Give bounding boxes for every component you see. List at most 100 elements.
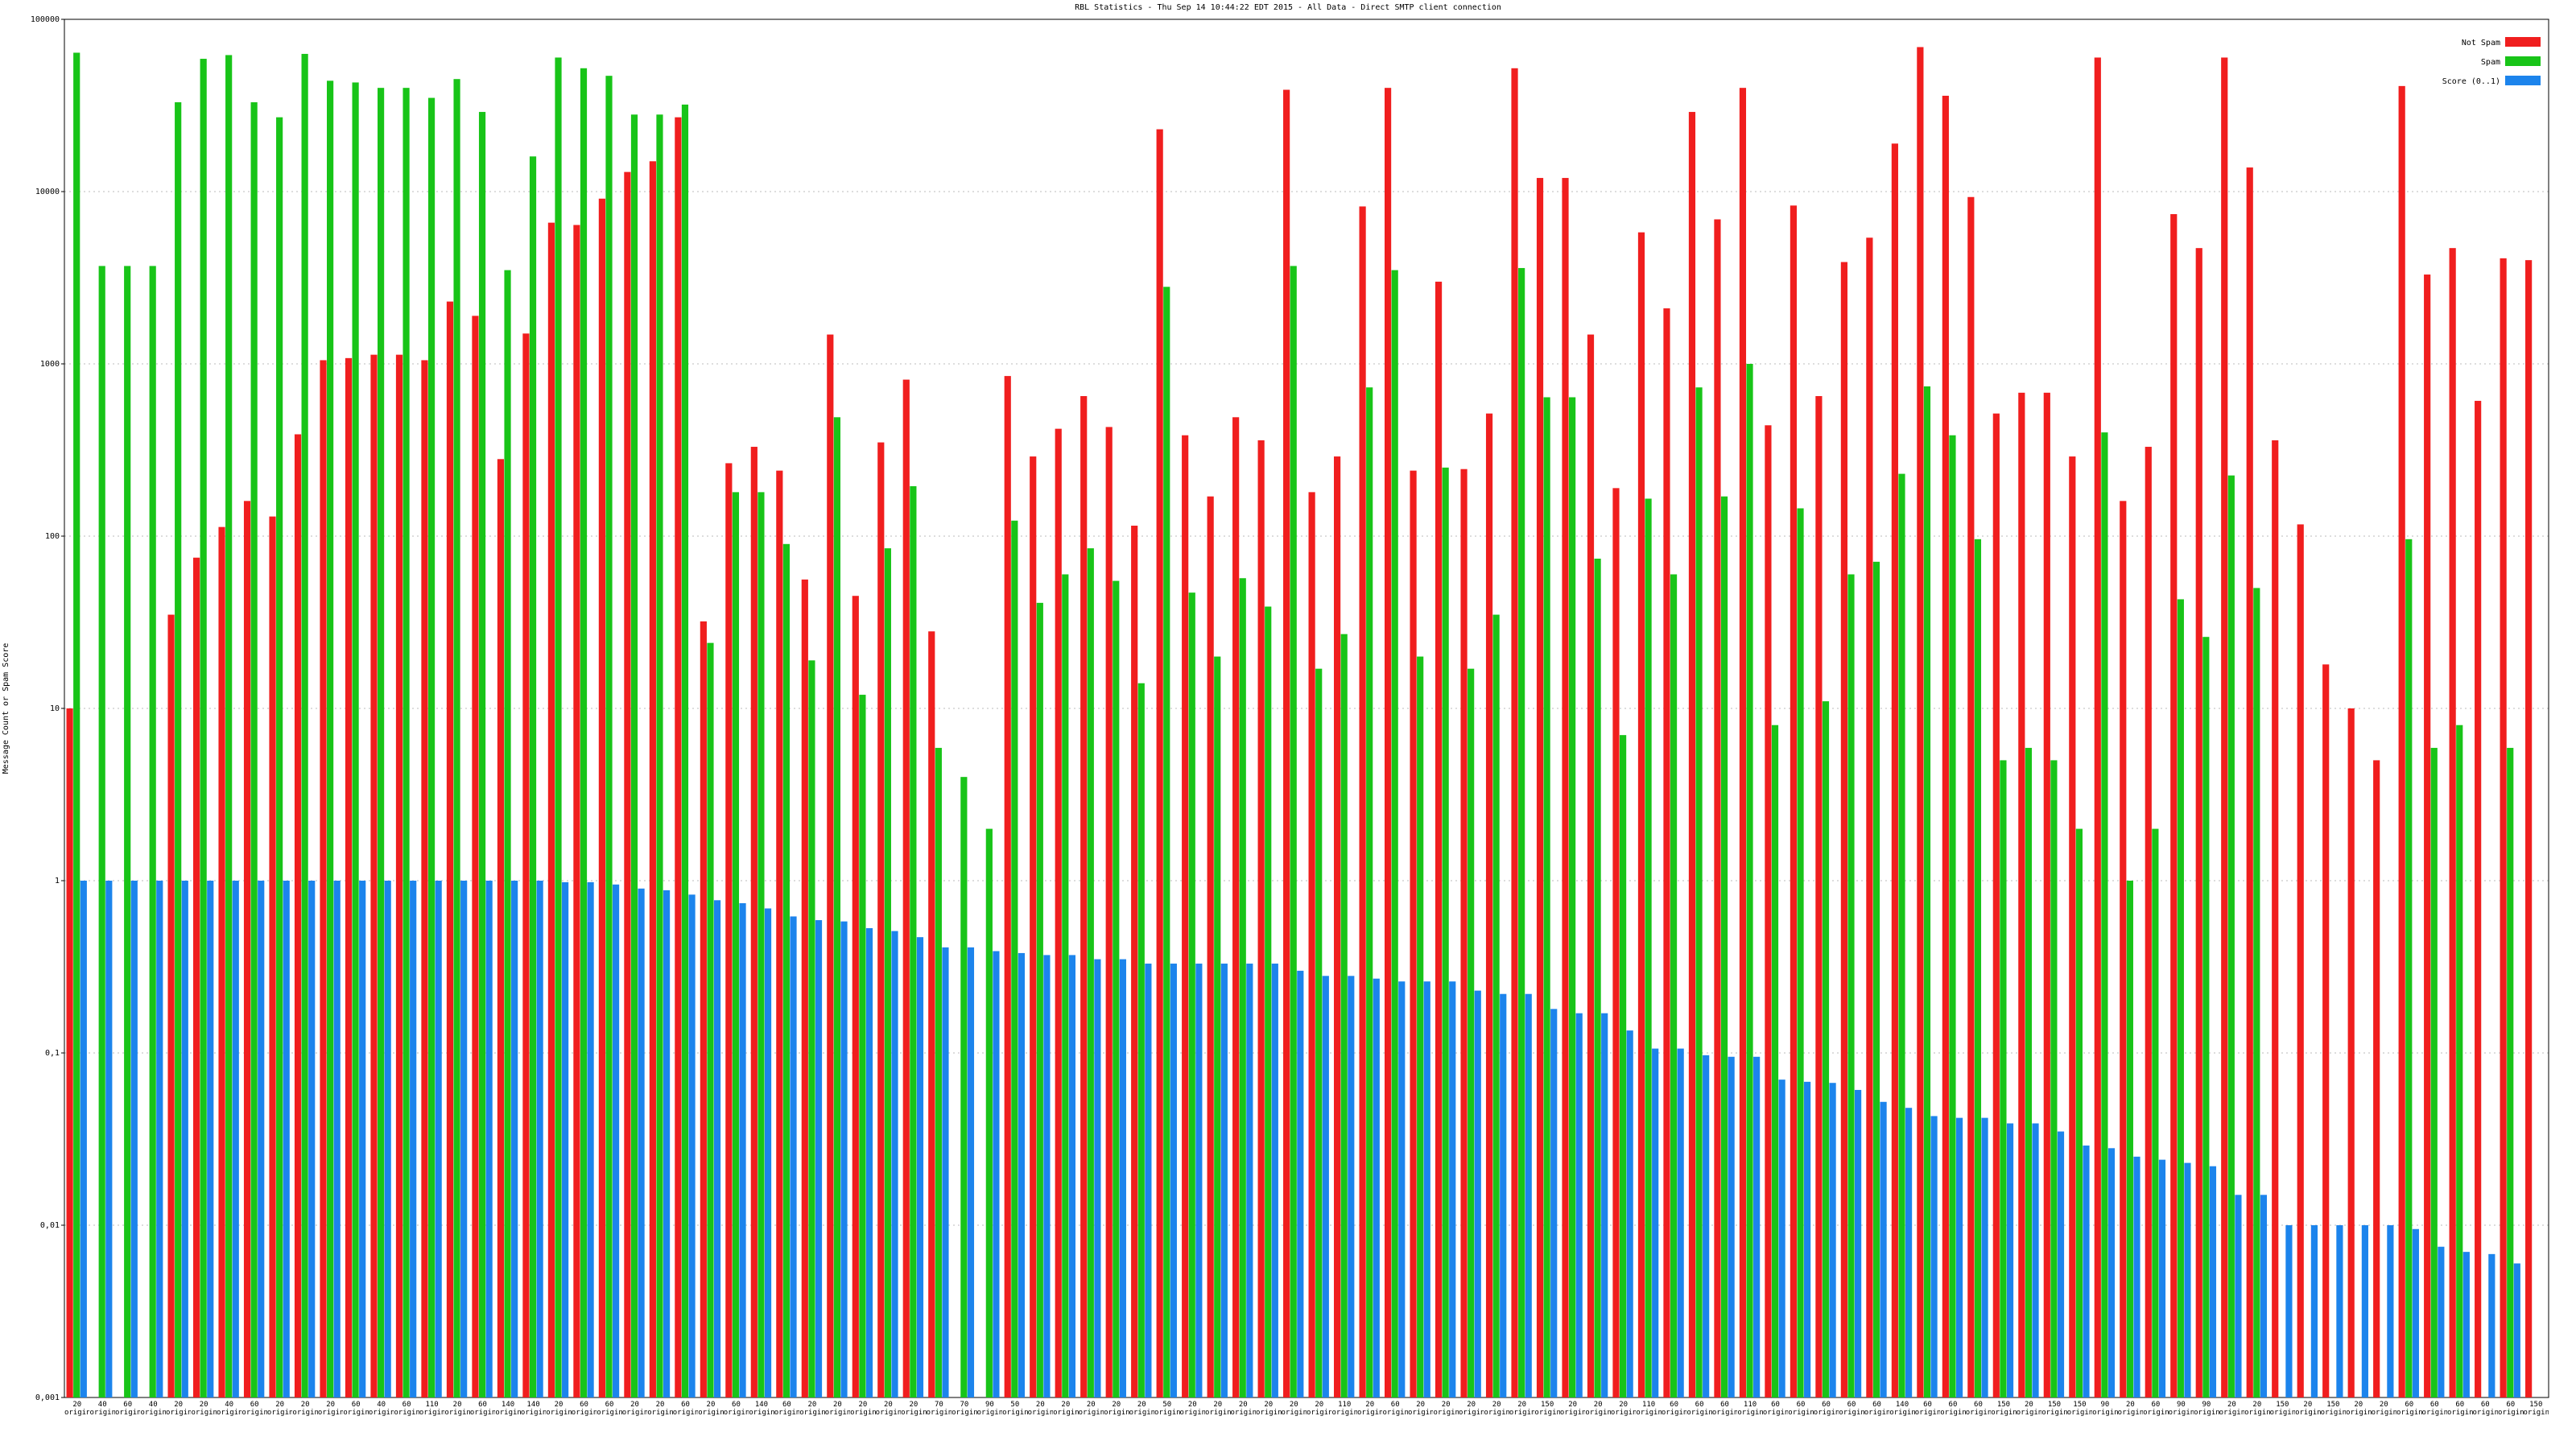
- bar: [656, 114, 663, 1397]
- x-tick-label: 20 origin: [1129, 1401, 1155, 1417]
- x-tick-label: 20 origin: [64, 1401, 90, 1417]
- bar: [1207, 496, 1214, 1397]
- bar: [612, 884, 620, 1397]
- x-tick-label: 60 origin: [242, 1401, 267, 1417]
- x-tick-label: 20 origin: [901, 1401, 927, 1417]
- bar: [1340, 634, 1348, 1397]
- bar: [675, 117, 682, 1398]
- bar: [2398, 85, 2405, 1397]
- bar: [2260, 1195, 2268, 1397]
- bar: [359, 881, 366, 1397]
- bar: [1626, 1030, 1633, 1397]
- bar: [739, 902, 746, 1397]
- x-tick-label: 60 origin: [1864, 1401, 1890, 1417]
- bar: [2083, 1146, 2090, 1397]
- bar: [1854, 1089, 1862, 1397]
- x-tick-label: 20 origin: [824, 1401, 851, 1417]
- x-tick-label: 20 origin: [2117, 1401, 2144, 1417]
- bar: [218, 526, 225, 1397]
- bar: [1036, 602, 1043, 1397]
- x-tick-label: 60 origin: [2143, 1401, 2169, 1417]
- bar: [497, 459, 505, 1398]
- bar: [2430, 748, 2438, 1397]
- bar: [1992, 413, 2000, 1397]
- bar: [1055, 428, 1062, 1397]
- x-tick-label: 70 origin: [926, 1401, 952, 1417]
- bar: [453, 79, 460, 1397]
- bar: [1714, 219, 1721, 1397]
- bar: [884, 548, 891, 1397]
- bar: [98, 266, 105, 1398]
- bar: [2272, 440, 2279, 1397]
- bar: [2449, 248, 2456, 1398]
- bar: [345, 357, 353, 1398]
- bar: [985, 828, 993, 1397]
- x-tick-label: 60 origin: [343, 1401, 369, 1417]
- bar: [2405, 539, 2413, 1397]
- bar: [555, 57, 562, 1398]
- x-tick-label: 20 origin: [1256, 1401, 1282, 1417]
- bar: [2120, 501, 2127, 1397]
- bar: [156, 881, 163, 1397]
- bar: [1500, 993, 1507, 1397]
- bar: [776, 470, 783, 1397]
- bar: [1068, 955, 1076, 1397]
- bar: [1062, 574, 1069, 1397]
- bar: [1688, 112, 1696, 1397]
- bar: [2235, 1195, 2242, 1397]
- bar: [960, 777, 968, 1397]
- bar: [935, 748, 942, 1397]
- bar: [66, 708, 73, 1397]
- bar: [1170, 964, 1177, 1397]
- bar: [630, 114, 638, 1397]
- y-tick-label: 10000: [35, 188, 60, 196]
- bar: [877, 442, 885, 1397]
- bar: [1435, 281, 1443, 1398]
- bar: [1967, 196, 1975, 1398]
- x-tick-label: 20 origin: [647, 1401, 673, 1417]
- bar: [1930, 1116, 1938, 1397]
- bar: [472, 316, 479, 1398]
- bar: [1214, 656, 1221, 1397]
- bar: [1981, 1117, 1988, 1397]
- x-tick-label: 20 origin: [292, 1401, 318, 1417]
- x-tick-label: 20 origin: [2371, 1401, 2397, 1417]
- x-tick-label: 90 origin: [2194, 1401, 2219, 1417]
- bar: [1790, 205, 1798, 1398]
- bar: [377, 88, 385, 1397]
- bar: [2018, 392, 2025, 1398]
- legend-label: Score (0..1): [2442, 77, 2500, 86]
- bar: [258, 881, 265, 1397]
- x-tick-label: 60 origin: [2396, 1401, 2422, 1417]
- bar: [852, 596, 859, 1397]
- x-tick-label: 20 origin: [191, 1401, 217, 1417]
- x-tick-label: 110 origin: [1331, 1401, 1357, 1417]
- bar: [1080, 396, 1088, 1398]
- bar: [1612, 488, 1620, 1398]
- bar: [1562, 178, 1569, 1398]
- bar: [638, 888, 645, 1397]
- x-tick-label: 20 origin: [1610, 1401, 1637, 1417]
- bar: [1663, 308, 1670, 1398]
- bar: [993, 951, 1000, 1397]
- bar: [1290, 266, 1297, 1398]
- bar: [1594, 558, 1601, 1398]
- bar: [1271, 964, 1278, 1397]
- x-tick-label: 60 origin: [1711, 1401, 1738, 1417]
- bar: [942, 947, 949, 1397]
- bar: [2025, 748, 2033, 1397]
- bar: [891, 931, 898, 1397]
- x-tick-label: 60 origin: [1965, 1401, 1992, 1417]
- bar: [649, 161, 656, 1398]
- bar: [1746, 364, 1753, 1397]
- bar: [2094, 57, 2101, 1398]
- x-tick-label: 20 origin: [1484, 1401, 1509, 1417]
- bar: [1905, 1108, 1913, 1397]
- bar: [1949, 435, 1956, 1397]
- bar: [1872, 561, 1880, 1397]
- x-tick-label: 150 origin: [1534, 1401, 1560, 1417]
- bar: [2126, 881, 2133, 1397]
- x-tick-label: 20 origin: [1053, 1401, 1079, 1417]
- bar: [1423, 981, 1430, 1397]
